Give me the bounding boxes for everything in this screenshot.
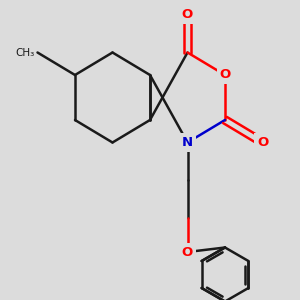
Text: N: N [182, 136, 193, 149]
Text: O: O [257, 136, 268, 149]
Text: O: O [219, 68, 231, 82]
Text: O: O [182, 245, 193, 259]
Text: O: O [182, 8, 193, 22]
Text: CH₃: CH₃ [15, 47, 34, 58]
